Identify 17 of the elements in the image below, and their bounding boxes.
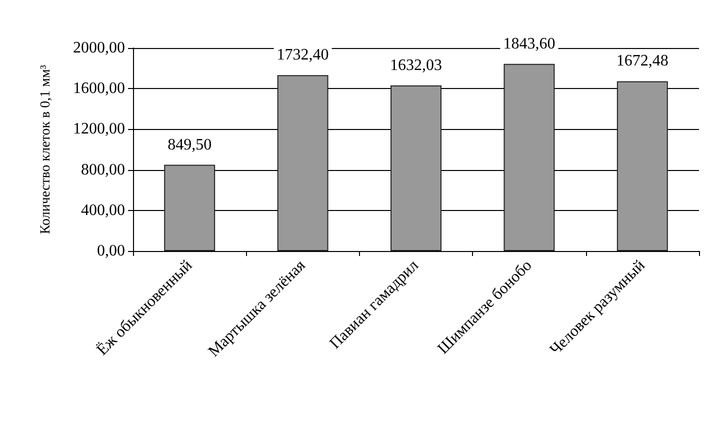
y-axis-title: Количество клеток в 0,1 мм³ — [38, 64, 54, 234]
y-tick-label: 800,00 — [81, 161, 125, 178]
data-label: 1732,40 — [276, 46, 329, 64]
y-tick-label: 1600,00 — [73, 80, 125, 98]
bar — [616, 81, 668, 251]
data-label: 1843,60 — [503, 35, 556, 52]
data-label: 849,50 — [168, 136, 212, 154]
bar — [164, 164, 216, 251]
y-tick-label: 400,00 — [81, 202, 125, 219]
bar — [390, 85, 442, 251]
data-label: 1672,48 — [616, 52, 668, 70]
bar — [504, 64, 555, 251]
y-tick-label: 0,00 — [97, 242, 125, 260]
y-tick-label: 2000,00 — [73, 40, 125, 56]
y-tick-label: 1200,00 — [73, 120, 125, 138]
bar — [277, 75, 328, 251]
data-label: 1632,03 — [390, 56, 442, 74]
